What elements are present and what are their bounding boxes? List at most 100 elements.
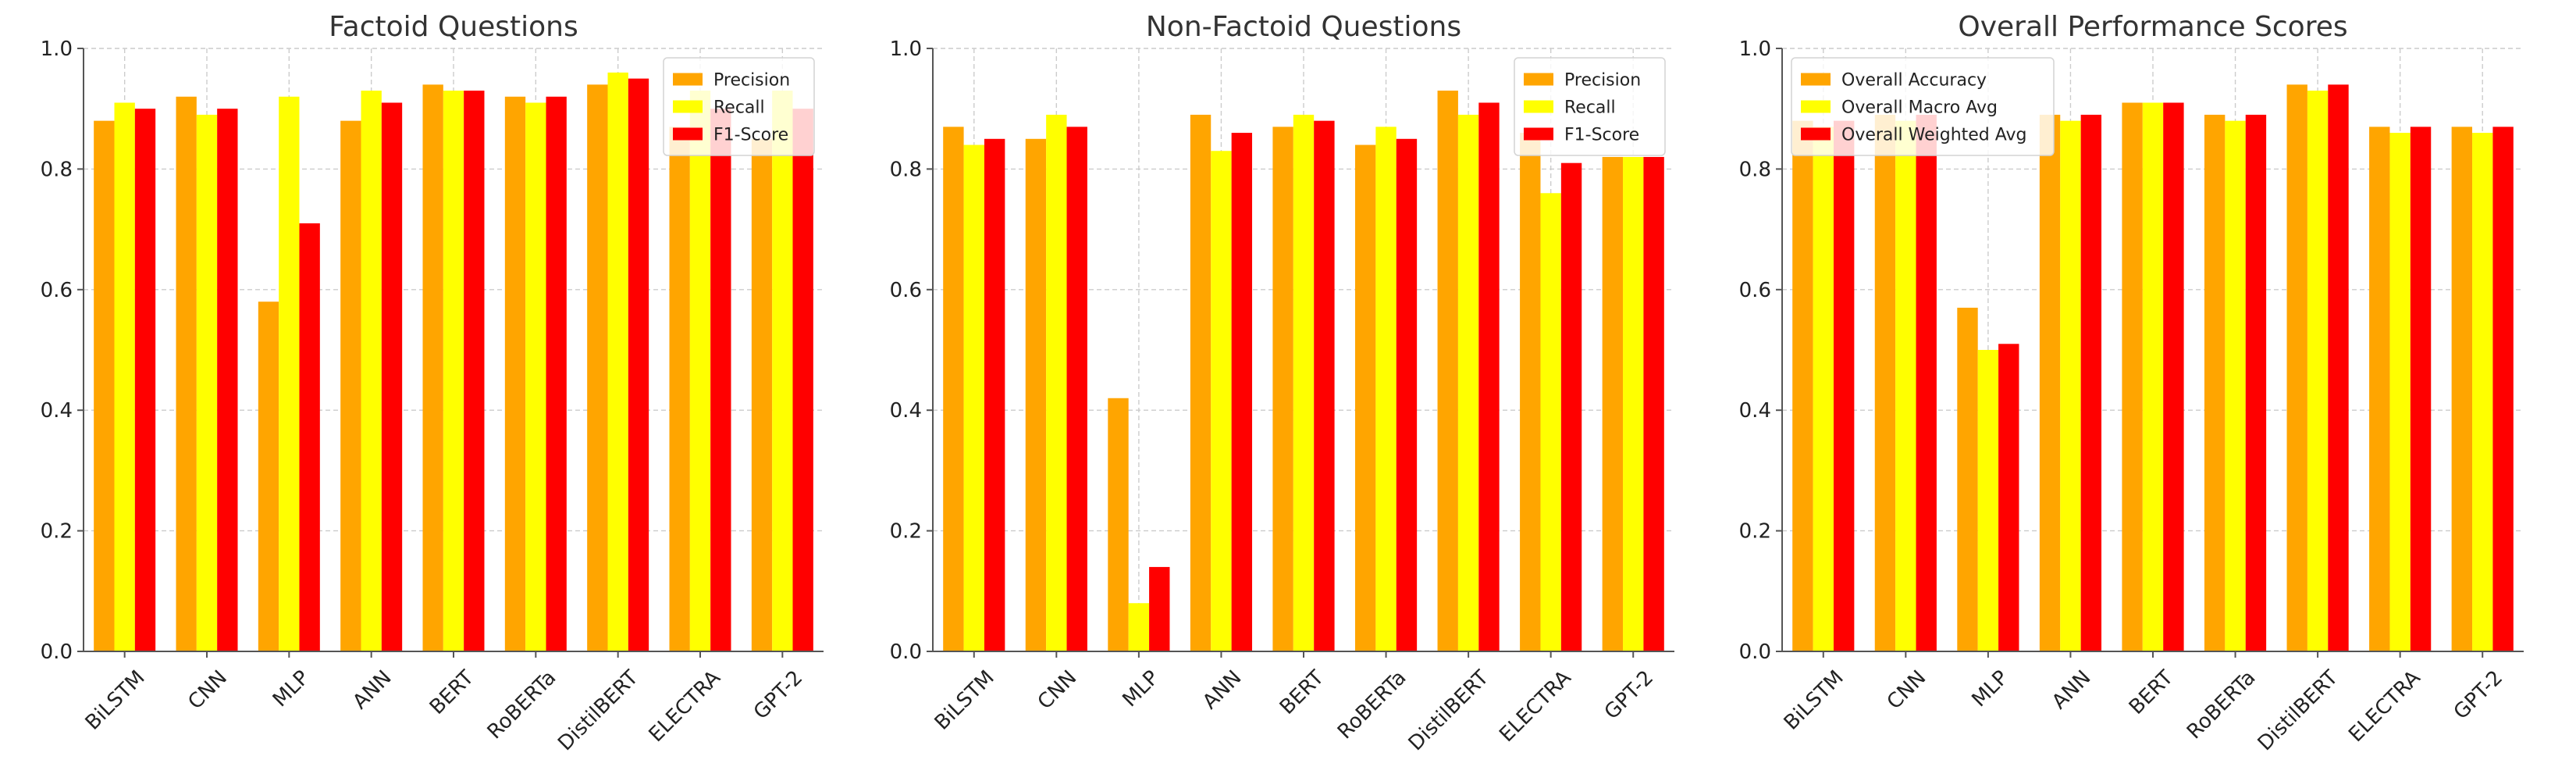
- bar-precision-cnn: [176, 96, 197, 651]
- bar-overall-accuracy-cnn: [1874, 114, 1896, 652]
- y-tick-label: 0.8: [890, 158, 922, 181]
- y-tick-label: 0.8: [1739, 158, 1771, 181]
- x-tick-label: GPT-2: [749, 666, 807, 724]
- bar-overall-weighted-avg-cnn: [1916, 114, 1937, 652]
- legend: Precision Recall F1-Score: [1514, 57, 1666, 156]
- x-tick-label: RoBERTa: [483, 666, 561, 744]
- x-tick-label: BERT: [425, 666, 479, 719]
- bar-recall-ann: [1211, 151, 1232, 652]
- x-tick-label: GPT-2: [2450, 666, 2507, 724]
- legend-swatch: [1524, 100, 1553, 113]
- y-tick-label: 0.4: [1739, 399, 1771, 423]
- x-tick-label: ELECTRA: [645, 666, 726, 747]
- x-tick-label: CNN: [183, 666, 232, 715]
- bar-overall-macro-avg-mlp: [1977, 350, 1999, 651]
- bar-f1-score-mlp: [299, 223, 320, 651]
- x-tick-label: DistilBERT: [1404, 666, 1493, 755]
- x-tick-label: MLP: [1967, 666, 2012, 712]
- bar-overall-accuracy-roberta: [2204, 114, 2226, 652]
- x-tick-label: MLP: [1118, 666, 1163, 712]
- bar-recall-roberta: [1375, 127, 1397, 652]
- y-tick-label: 0.2: [890, 520, 922, 544]
- bar-f1-score-distilbert: [628, 78, 649, 652]
- bar-precision-distilbert: [1437, 91, 1458, 652]
- y-tick-label: 0.2: [1739, 520, 1771, 544]
- x-tick-label: BERT: [1276, 666, 1329, 719]
- legend-label: Overall Weighted Avg: [1841, 126, 2027, 145]
- bar-f1-score-mlp: [1149, 566, 1170, 651]
- bar-precision-bilstm: [94, 120, 115, 651]
- x-tick-label: BiLSTM: [81, 666, 150, 735]
- bar-overall-accuracy-electra: [2369, 127, 2390, 652]
- bar-f1-score-ann: [1231, 133, 1253, 651]
- chart-panel-1: 0.0 0.2 0.4 0.6 0.8 1.0 BiLSTM CNN MLP ANN BERT RoB…: [41, 11, 824, 755]
- legend-swatch: [1524, 73, 1553, 86]
- bar-f1-score-gpt-2: [1643, 156, 1664, 651]
- bar-overall-accuracy-mlp: [1957, 307, 1978, 651]
- y-tick-label: 0.0: [890, 640, 922, 664]
- chart-title: Factoid Questions: [329, 11, 578, 43]
- bar-recall-gpt-2: [1623, 156, 1644, 651]
- y-tick-label: 0.6: [890, 279, 922, 302]
- bar-f1-score-roberta: [546, 96, 567, 651]
- chart-panel-2: 0.0 0.2 0.4 0.6 0.8 1.0 BiLSTM CNN MLP ANN BERT RoB…: [890, 11, 1674, 755]
- bar-recall-distilbert: [1457, 114, 1479, 652]
- bar-f1-score-ann: [381, 102, 403, 652]
- bar-overall-weighted-avg-electra: [2410, 127, 2432, 652]
- x-tick-label: ANN: [348, 666, 396, 714]
- bar-overall-weighted-avg-bert: [2163, 102, 2184, 652]
- bar-recall-roberta: [525, 102, 546, 652]
- bar-precision-distilbert: [587, 84, 608, 651]
- y-tick-label: 1.0: [41, 37, 73, 61]
- x-tick-label: ANN: [2048, 666, 2095, 714]
- bar-recall-mlp: [279, 96, 300, 651]
- bar-precision-electra: [669, 127, 690, 652]
- x-tick-label: ELECTRA: [1495, 666, 1576, 747]
- x-tick-label: GPT-2: [1600, 666, 1658, 724]
- bar-recall-gpt-2: [772, 91, 793, 652]
- bar-precision-bert: [1272, 127, 1293, 652]
- legend: Precision Recall F1-Score: [663, 57, 815, 156]
- bar-overall-macro-avg-electra: [2389, 133, 2411, 651]
- bar-f1-score-distilbert: [1478, 102, 1500, 652]
- bar-precision-roberta: [1354, 144, 1376, 651]
- legend-swatch: [673, 100, 703, 113]
- bar-f1-score-bilstm: [984, 138, 1005, 652]
- bar-precision-bilstm: [943, 127, 964, 652]
- bar-recall-cnn: [196, 114, 218, 652]
- x-tick-label: ANN: [1198, 666, 1246, 714]
- bar-overall-accuracy-distilbert: [2286, 84, 2307, 651]
- legend-swatch: [1801, 127, 1831, 141]
- bar-precision-ann: [1190, 114, 1212, 652]
- bar-overall-macro-avg-ann: [2060, 120, 2081, 651]
- legend-label: Precision: [713, 71, 790, 91]
- x-tick-label: BiLSTM: [1780, 666, 1848, 735]
- x-tick-label: CNN: [1034, 666, 1082, 715]
- y-tick-label: 0.4: [41, 399, 73, 423]
- bar-overall-weighted-avg-gpt-2: [2492, 127, 2514, 652]
- legend-label: Overall Macro Avg: [1841, 98, 1998, 118]
- bar-precision-bert: [422, 84, 443, 651]
- bar-overall-weighted-avg-ann: [2080, 114, 2102, 652]
- x-tick-label: DistilBERT: [553, 666, 642, 755]
- legend-label: Recall: [1564, 98, 1616, 118]
- bar-precision-gpt-2: [751, 138, 773, 652]
- bar-overall-macro-avg-cnn: [1895, 120, 1916, 651]
- bar-overall-macro-avg-distilbert: [2307, 91, 2329, 652]
- bar-precision-mlp: [1108, 398, 1129, 651]
- y-tick-label: 0.6: [1739, 279, 1771, 302]
- y-tick-label: 0.4: [890, 399, 922, 423]
- x-tick-label: RoBERTa: [2183, 666, 2261, 744]
- bar-recall-distilbert: [607, 72, 628, 651]
- bar-overall-weighted-avg-roberta: [2245, 114, 2267, 652]
- bar-precision-roberta: [504, 96, 526, 651]
- bar-overall-weighted-avg-bilstm: [1833, 120, 1855, 651]
- legend-swatch: [1524, 127, 1553, 141]
- bar-precision-mlp: [258, 301, 279, 651]
- bar-f1-score-electra: [1560, 162, 1582, 651]
- bar-recall-bert: [1293, 114, 1315, 652]
- x-tick-label: DistilBERT: [2254, 666, 2343, 755]
- bar-overall-accuracy-gpt-2: [2451, 127, 2473, 652]
- y-tick-label: 0.2: [41, 520, 73, 544]
